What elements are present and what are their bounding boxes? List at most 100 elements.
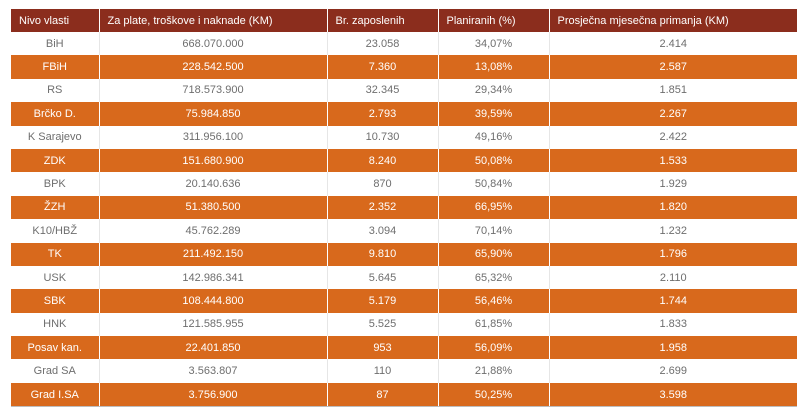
cell-avg-income: 1.533 — [549, 148, 797, 173]
cell-level: K Sarajevo — [11, 125, 100, 149]
cell-planned: 34,07% — [438, 32, 550, 56]
cell-level: RS — [11, 78, 100, 103]
cell-level: USK — [11, 265, 100, 290]
cell-employees: 953 — [327, 336, 439, 360]
bottom-divider — [11, 406, 797, 407]
cell-avg-income: 2.422 — [549, 125, 797, 149]
cell-level: BPK — [11, 172, 100, 196]
table-row: K Sarajevo 311.956.100 10.730 49,16% 2.422 — [11, 125, 797, 149]
cell-costs: 718.573.900 — [99, 78, 328, 103]
cell-planned: 29,34% — [438, 78, 550, 103]
cell-avg-income: 1.833 — [549, 312, 797, 337]
cell-level: TK — [11, 242, 100, 266]
cell-avg-income: 1.958 — [549, 336, 797, 360]
cell-employees: 110 — [327, 359, 439, 383]
cell-avg-income: 1.796 — [549, 242, 797, 266]
cell-level: Grad I.SA — [11, 382, 100, 407]
table-row: Grad SA 3.563.807 110 21,88% 2.699 — [11, 359, 797, 383]
cell-avg-income: 1.851 — [549, 78, 797, 103]
cell-employees: 5.179 — [327, 289, 439, 313]
table-row: FBiH 228.542.500 7.360 13,08% 2.587 — [11, 55, 797, 79]
cell-costs: 108.444.800 — [99, 289, 328, 313]
cell-costs: 142.986.341 — [99, 265, 328, 290]
cell-employees: 870 — [327, 172, 439, 196]
cell-avg-income: 1.232 — [549, 219, 797, 243]
table-body: BiH 668.070.000 23.058 34,07% 2.414 FBiH 228.5… — [11, 32, 797, 407]
table-row: HNK 121.585.955 5.525 61,85% 1.833 — [11, 312, 797, 337]
cell-avg-income: 1.929 — [549, 172, 797, 196]
cell-avg-income: 2.110 — [549, 265, 797, 290]
cell-employees: 2.793 — [327, 102, 439, 126]
table-row: Posav kan. 22.401.850 953 56,09% 1.958 — [11, 336, 797, 360]
cell-planned: 13,08% — [438, 55, 550, 79]
cell-employees: 10.730 — [327, 125, 439, 149]
cell-employees: 5.525 — [327, 312, 439, 337]
column-header-planned: Planiranih (%) — [438, 9, 550, 32]
cell-costs: 121.585.955 — [99, 312, 328, 337]
cell-costs: 151.680.900 — [99, 148, 328, 173]
cell-costs: 3.563.807 — [99, 359, 328, 383]
cell-employees: 23.058 — [327, 32, 439, 56]
cell-level: K10/HBŽ — [11, 219, 100, 243]
column-header-employees: Br. zaposlenih — [327, 9, 439, 32]
column-header-avg-income: Prosječna mjesečna primanja (KM) — [549, 9, 797, 32]
cell-employees: 8.240 — [327, 148, 439, 173]
table-row: ZDK 151.680.900 8.240 50,08% 1.533 — [11, 148, 797, 173]
table-row: K10/HBŽ 45.762.289 3.094 70,14% 1.232 — [11, 219, 797, 243]
cell-planned: 50,25% — [438, 382, 550, 407]
table-row: USK 142.986.341 5.645 65,32% 2.110 — [11, 265, 797, 290]
cell-employees: 9.810 — [327, 242, 439, 266]
table-header-row: Nivo vlasti Za plate, troškove i naknade… — [11, 9, 797, 32]
cell-avg-income: 2.267 — [549, 102, 797, 126]
table-row: Brčko D. 75.984.850 2.793 39,59% 2.267 — [11, 102, 797, 126]
cell-costs: 3.756.900 — [99, 382, 328, 407]
table-row: ŽZH 51.380.500 2.352 66,95% 1.820 — [11, 195, 797, 220]
table-row: Grad I.SA 3.756.900 87 50,25% 3.598 — [11, 382, 797, 407]
cell-costs: 211.492.150 — [99, 242, 328, 266]
cell-level: ŽZH — [11, 195, 100, 220]
cell-level: Grad SA — [11, 359, 100, 383]
cell-level: FBiH — [11, 55, 100, 79]
cell-planned: 61,85% — [438, 312, 550, 337]
cell-costs: 668.070.000 — [99, 32, 328, 56]
salary-table: Nivo vlasti Za plate, troškove i naknade… — [11, 9, 797, 407]
cell-costs: 20.140.636 — [99, 172, 328, 196]
column-header-costs: Za plate, troškove i naknade (KM) — [99, 9, 328, 32]
cell-costs: 22.401.850 — [99, 336, 328, 360]
cell-level: HNK — [11, 312, 100, 337]
cell-planned: 65,90% — [438, 242, 550, 266]
cell-employees: 87 — [327, 382, 439, 407]
cell-planned: 70,14% — [438, 219, 550, 243]
cell-avg-income: 1.820 — [549, 195, 797, 220]
table-row: RS 718.573.900 32.345 29,34% 1.851 — [11, 78, 797, 103]
cell-level: Posav kan. — [11, 336, 100, 360]
table-row: TK 211.492.150 9.810 65,90% 1.796 — [11, 242, 797, 266]
table-row: SBK 108.444.800 5.179 56,46% 1.744 — [11, 289, 797, 313]
cell-planned: 50,84% — [438, 172, 550, 196]
column-header-level: Nivo vlasti — [11, 9, 100, 32]
cell-employees: 32.345 — [327, 78, 439, 103]
table-row: BiH 668.070.000 23.058 34,07% 2.414 — [11, 32, 797, 56]
cell-avg-income: 1.744 — [549, 289, 797, 313]
cell-level: SBK — [11, 289, 100, 313]
cell-avg-income: 3.598 — [549, 382, 797, 407]
cell-avg-income: 2.699 — [549, 359, 797, 383]
cell-avg-income: 2.587 — [549, 55, 797, 79]
cell-level: BiH — [11, 32, 100, 56]
cell-costs: 75.984.850 — [99, 102, 328, 126]
cell-planned: 39,59% — [438, 102, 550, 126]
cell-avg-income: 2.414 — [549, 32, 797, 56]
cell-planned: 66,95% — [438, 195, 550, 220]
cell-employees: 3.094 — [327, 219, 439, 243]
cell-level: ZDK — [11, 148, 100, 173]
cell-planned: 65,32% — [438, 265, 550, 290]
cell-costs: 311.956.100 — [99, 125, 328, 149]
cell-costs: 45.762.289 — [99, 219, 328, 243]
cell-costs: 51.380.500 — [99, 195, 328, 220]
cell-employees: 5.645 — [327, 265, 439, 290]
cell-employees: 2.352 — [327, 195, 439, 220]
cell-planned: 49,16% — [438, 125, 550, 149]
cell-employees: 7.360 — [327, 55, 439, 79]
cell-planned: 21,88% — [438, 359, 550, 383]
salary-table-container: Nivo vlasti Za plate, troškove i naknade… — [11, 9, 797, 407]
